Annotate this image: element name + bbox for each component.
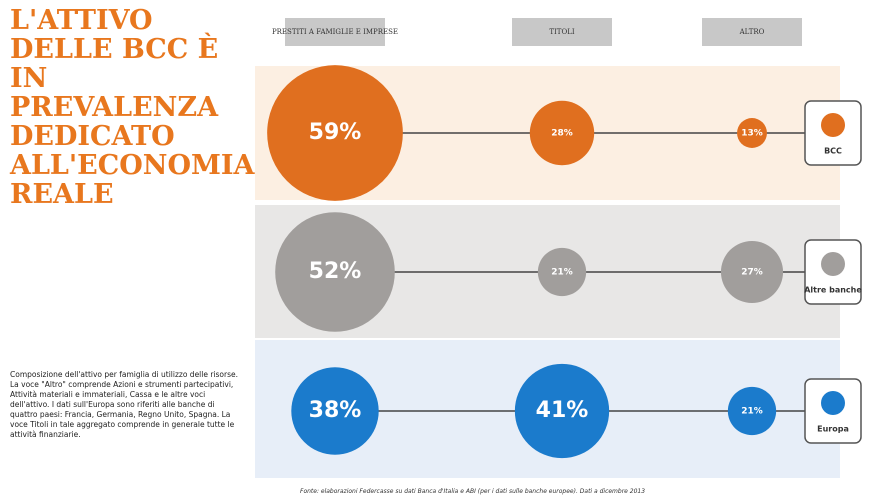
column-header-text: ALTRO: [739, 28, 765, 36]
bubble: [727, 386, 777, 436]
legend-icon: [821, 252, 845, 276]
bubble-label: 21%: [551, 268, 573, 278]
source: Fonte: elaborazioni Federcasse su dati B…: [300, 488, 646, 495]
legend-icon: [821, 113, 845, 137]
column-header-text: PRESTITI A FAMIGLIE E IMPRESE: [272, 28, 398, 36]
bubble-label: 13%: [741, 129, 763, 139]
legend-icon: [821, 391, 845, 415]
bubble: [291, 367, 379, 455]
legend-label: Europa: [817, 425, 849, 434]
bubble-label: 27%: [741, 268, 763, 278]
bubble: [514, 363, 610, 459]
bubble: [267, 65, 403, 201]
note: Composizione dell'attivo per famiglia di…: [10, 370, 238, 439]
title: L'ATTIVO DELLE BCC È IN PREVALENZA DEDIC…: [10, 5, 255, 210]
column-header: [702, 18, 802, 46]
bubble: [275, 212, 395, 332]
bubble: [529, 100, 595, 166]
column-header-text: TITOLI: [549, 28, 574, 36]
legend-label: Altre banche: [804, 286, 862, 295]
bubble: [737, 118, 767, 148]
bubble-label: 59%: [309, 120, 362, 145]
bubble-label: 38%: [309, 398, 362, 423]
bubble-label: 21%: [741, 407, 763, 417]
bubble-label: 41%: [536, 398, 589, 423]
legend-label: BCC: [824, 147, 842, 156]
bubble-label: 52%: [309, 259, 362, 284]
column-header: [285, 18, 385, 46]
bubble-label: 28%: [551, 129, 573, 139]
bubble: [720, 240, 784, 304]
column-header: [512, 18, 612, 46]
bubble: [537, 247, 587, 297]
